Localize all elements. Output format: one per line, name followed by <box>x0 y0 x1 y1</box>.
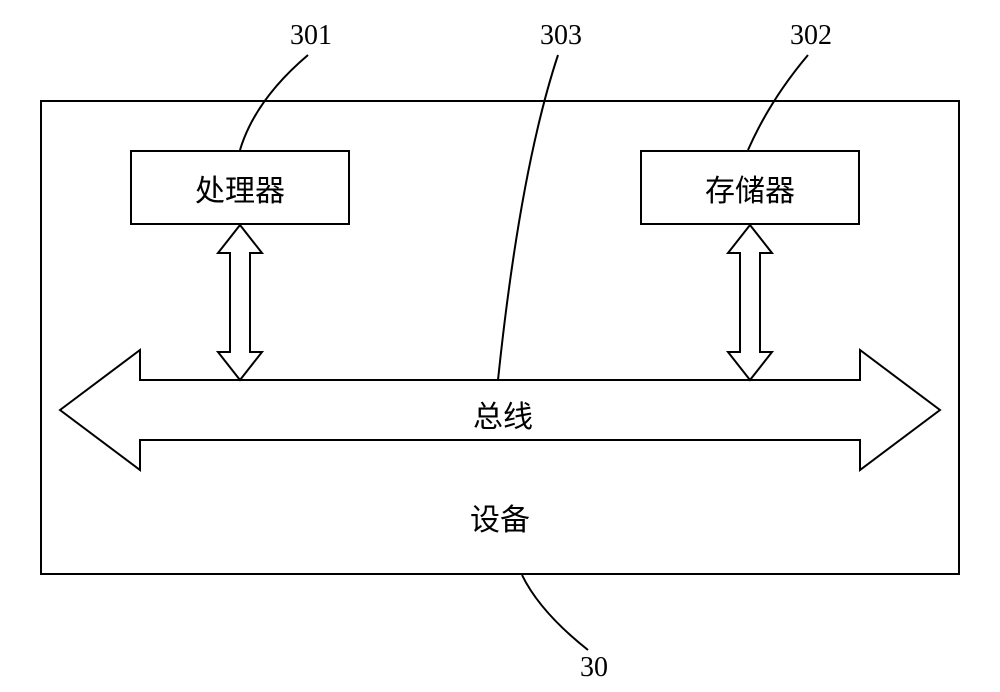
callout-30: 30 <box>580 652 608 684</box>
bus-label: 总线 <box>473 392 533 436</box>
memory-bus-connector <box>0 0 1000 692</box>
device-label: 设备 <box>470 495 530 539</box>
callout-302: 302 <box>790 20 832 52</box>
callout-303: 303 <box>540 20 582 52</box>
callout-301: 301 <box>290 20 332 52</box>
